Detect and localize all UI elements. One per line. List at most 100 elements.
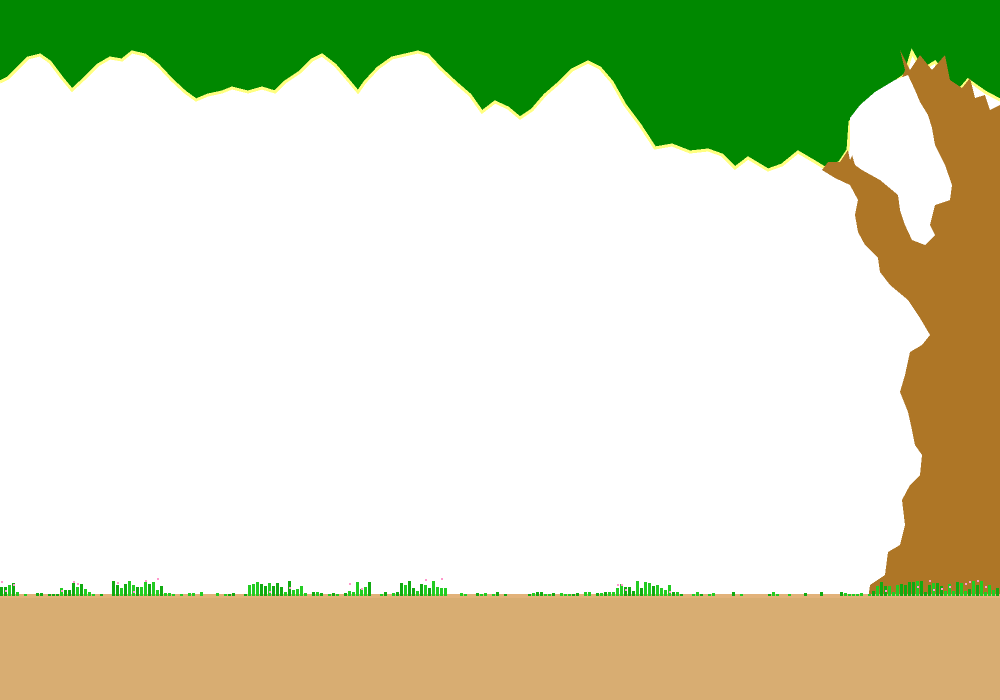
grass-blade	[916, 581, 919, 596]
grass-blade	[64, 590, 67, 596]
grass-blade	[188, 593, 191, 596]
grass-blade	[852, 594, 855, 596]
grass-blade	[620, 584, 623, 596]
grass-blade	[632, 591, 635, 596]
tree-canopy-icon	[0, 0, 1000, 170]
grass-blade	[192, 593, 195, 596]
grass-blade	[252, 584, 255, 596]
grass-blade	[604, 592, 607, 596]
grass-blade	[804, 593, 807, 596]
grass-blade	[364, 587, 367, 596]
grass-blade	[936, 583, 939, 596]
grass-blade	[820, 592, 823, 596]
grass-blade	[536, 592, 539, 596]
grass-blade	[444, 588, 447, 596]
grass-blade	[164, 593, 167, 596]
grass-blade	[588, 592, 591, 596]
grass-blade	[660, 588, 663, 596]
grass-blade	[440, 588, 443, 596]
grass-blade	[860, 593, 863, 596]
flower-dot	[985, 586, 987, 588]
flower-dot	[269, 591, 271, 593]
flower-dot	[949, 586, 951, 588]
grass-blade	[24, 594, 27, 596]
flower-dot	[361, 588, 363, 590]
grass-blade	[256, 582, 259, 596]
grass-blade	[640, 588, 643, 596]
grass-blade	[976, 585, 979, 596]
grass-blade	[408, 581, 411, 596]
grass-blade	[896, 585, 899, 596]
grass-blade	[120, 588, 123, 596]
grass-blade	[36, 593, 39, 596]
grass-blade	[600, 593, 603, 596]
grass-blade	[708, 594, 711, 596]
grass-blade	[968, 589, 971, 596]
grass-blade	[276, 583, 279, 596]
grass-blade	[316, 592, 319, 596]
grass-blade	[964, 591, 967, 596]
grass-blade	[612, 592, 615, 596]
grass-blade	[84, 589, 87, 596]
grass-blade	[464, 594, 467, 596]
grass-blade	[232, 593, 235, 596]
grass-blade	[16, 592, 19, 596]
grass-blade	[360, 589, 363, 596]
grass-blade	[880, 582, 883, 596]
grass-blade	[540, 592, 543, 596]
grass-blade	[648, 583, 651, 596]
grass-blade	[160, 586, 163, 596]
grass-blade	[224, 594, 227, 596]
grass-blade	[584, 592, 587, 596]
flower-dot	[965, 583, 967, 585]
grass-blade	[548, 594, 551, 596]
grass-blade	[144, 582, 147, 596]
grass-blade	[128, 581, 131, 596]
flower-dot	[289, 587, 291, 589]
grass-blade	[984, 592, 987, 596]
grass-blade	[732, 592, 735, 596]
grass-blade	[88, 592, 91, 596]
grass-blade	[320, 593, 323, 596]
grass-blade	[0, 587, 3, 596]
grass-blade	[888, 586, 891, 596]
grass-blade	[48, 594, 51, 596]
grass-blade	[384, 592, 387, 596]
grass-blade	[304, 593, 307, 596]
flower-dot	[617, 584, 619, 586]
flower-dot	[885, 590, 887, 592]
flower-dot	[941, 588, 943, 590]
flower-dot	[621, 584, 623, 586]
grass-blade	[496, 592, 499, 596]
grass-blade	[572, 594, 575, 596]
flower-dot	[117, 582, 119, 584]
grass-blade	[432, 581, 435, 596]
grass-blade	[544, 594, 547, 596]
grass-blade	[12, 583, 15, 596]
grass-blade	[416, 591, 419, 596]
grass-blade	[132, 585, 135, 596]
grass-blade	[940, 586, 943, 596]
grass-blade	[296, 589, 299, 596]
grass-blade	[676, 592, 679, 596]
grass-blade	[900, 584, 903, 596]
grass-blade	[348, 591, 351, 596]
flower-dot	[425, 579, 427, 581]
flower-dot	[133, 591, 135, 593]
grass-blade	[400, 583, 403, 596]
grass-blade	[152, 582, 155, 596]
grass-blade	[948, 584, 951, 596]
grass-blade	[396, 592, 399, 596]
grass-blade	[528, 594, 531, 596]
grass-blade	[596, 593, 599, 596]
grass-blade	[868, 594, 871, 596]
grass-blade	[844, 593, 847, 596]
grass-blade	[68, 590, 71, 596]
grass-blade	[876, 586, 879, 596]
grass-blade	[76, 587, 79, 596]
flower-dot	[77, 583, 79, 585]
grass-blade	[644, 582, 647, 596]
grass-blade	[768, 594, 771, 596]
grass-blade	[8, 585, 11, 596]
